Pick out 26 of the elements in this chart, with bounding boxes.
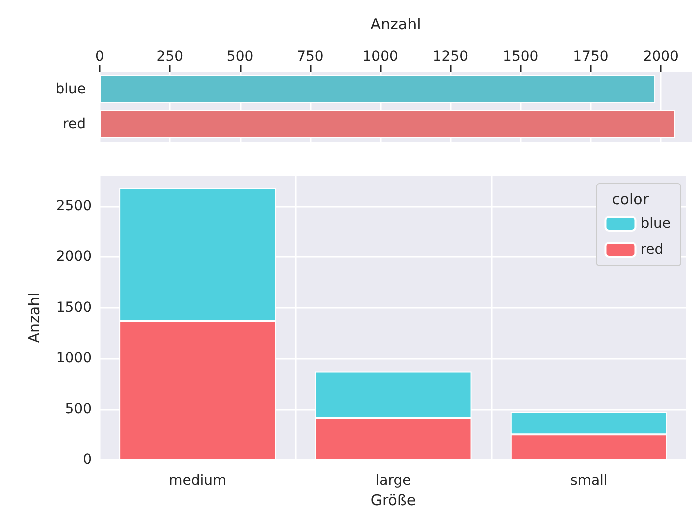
y-tick-label: red bbox=[63, 116, 86, 132]
x-tick-label: 250 bbox=[156, 49, 184, 65]
x-tick-label: 0 bbox=[96, 49, 104, 65]
x-tick-label: medium bbox=[169, 473, 227, 489]
x-axis-title: Größe bbox=[370, 491, 416, 510]
x-tick-label: 1000 bbox=[362, 49, 398, 65]
x-tick-label: 1750 bbox=[573, 49, 609, 65]
x-axis-title: Anzahl bbox=[370, 16, 422, 34]
y-tick-label: 1000 bbox=[56, 350, 92, 367]
x-tick-label: 500 bbox=[226, 49, 254, 65]
y-tick-label: 500 bbox=[65, 401, 92, 418]
x-tick-label: large bbox=[376, 473, 412, 489]
y-axis-title: Anzahl bbox=[26, 292, 44, 344]
x-tick-label: 1250 bbox=[432, 49, 469, 65]
y-tick-label: 0 bbox=[83, 452, 92, 468]
y-tick-label: 2500 bbox=[56, 198, 92, 214]
x-tick-label: 2000 bbox=[643, 49, 679, 65]
x-tick-label: 1500 bbox=[503, 49, 539, 65]
legend-label: red bbox=[640, 242, 664, 258]
y-tick-label: blue bbox=[56, 82, 86, 98]
x-tick-label: small bbox=[570, 473, 608, 489]
legend-label: blue bbox=[640, 216, 672, 232]
x-tick-label: 750 bbox=[297, 49, 324, 65]
legend-title: color bbox=[612, 190, 650, 208]
y-tick-label: 2000 bbox=[56, 249, 92, 266]
y-tick-label: 1500 bbox=[56, 300, 92, 316]
